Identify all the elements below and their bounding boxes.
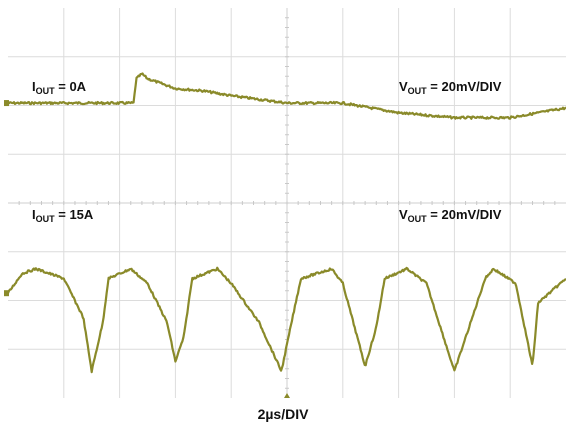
reference-marker-channel-2 <box>4 290 9 297</box>
channel-2-current-label: IOUT = 15A <box>32 207 94 224</box>
channel-1-current-label: IOUT = 0A <box>32 79 87 96</box>
trace-channel-2 <box>6 266 566 374</box>
traces <box>4 72 566 374</box>
channel-1-scale-label: VOUT = 20mV/DIV <box>399 79 502 96</box>
labels: IOUT = 0A VOUT = 20mV/DIV IOUT = 15A VOU… <box>32 79 502 422</box>
trigger-marker <box>284 393 290 398</box>
reference-marker-channel-1 <box>4 100 9 107</box>
grid <box>8 8 566 398</box>
trace-channel-1 <box>7 72 566 120</box>
channel-2-scale-label: VOUT = 20mV/DIV <box>399 207 502 224</box>
x-axis-label: 2µs/DIV <box>258 406 310 422</box>
